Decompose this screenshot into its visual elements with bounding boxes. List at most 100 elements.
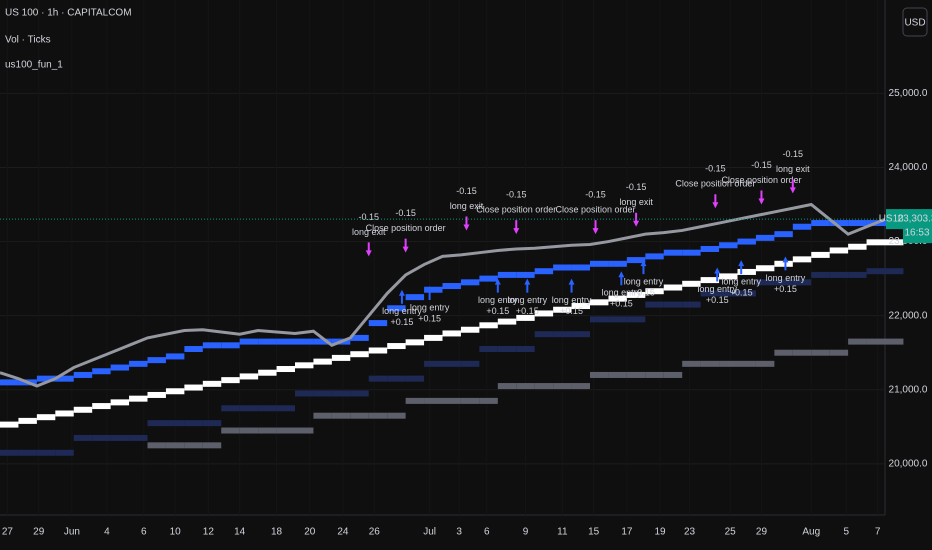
exit-arrow — [592, 220, 599, 235]
step-segment — [811, 271, 830, 278]
step-segment — [73, 434, 93, 441]
step-segment — [885, 268, 904, 275]
entry-label: +0.15 — [391, 317, 414, 327]
step-segment — [737, 290, 756, 297]
step-segment — [829, 247, 849, 254]
step-segment — [405, 339, 425, 346]
x-tick-label: Jun — [64, 527, 80, 538]
entry-arrow — [426, 286, 433, 301]
x-tick-label: 20 — [304, 527, 316, 538]
step-segment — [36, 375, 56, 382]
entry-label: long entry — [552, 295, 592, 305]
step-segment — [885, 338, 904, 345]
step-segment — [184, 420, 203, 427]
step-segment — [737, 268, 756, 275]
step-segment — [331, 354, 351, 361]
entry-arrow — [738, 260, 745, 275]
price-tag-bg — [903, 209, 932, 244]
step-segment — [147, 442, 166, 449]
step-segment — [534, 383, 554, 390]
x-tick-label: 25 — [725, 527, 737, 538]
step-segment — [460, 326, 480, 333]
step-segment — [0, 449, 19, 456]
exit-label: Close position order — [476, 205, 556, 215]
step-segment — [202, 342, 222, 349]
y-tick-label: 25,000.0 — [889, 88, 928, 99]
x-tick-label: 4 — [104, 527, 110, 538]
exit-label: Close position order — [556, 205, 636, 215]
step-segment — [331, 412, 351, 419]
step-segment — [36, 449, 56, 456]
exit-arrow — [789, 179, 796, 194]
y-tick-label: 20,000.0 — [889, 459, 928, 470]
step-segment — [239, 405, 259, 412]
x-tick-label: 6 — [141, 527, 147, 538]
entry-label: long entry — [766, 273, 806, 283]
currency-label[interactable]: USD — [904, 18, 925, 29]
x-tick-label: Aug — [802, 527, 820, 538]
step-segment — [700, 360, 720, 367]
step-segment — [737, 238, 756, 245]
entry-arrow — [782, 256, 789, 271]
step-segment — [405, 375, 425, 382]
step-segment — [516, 314, 535, 321]
step-segment — [534, 268, 554, 275]
exit-label: -0.15 — [456, 186, 477, 196]
step-segment — [92, 434, 111, 441]
entry-label: +0.15 — [560, 306, 583, 316]
step-segment — [848, 220, 867, 227]
step-segment — [626, 316, 646, 323]
entry-label: long entry — [697, 284, 737, 294]
step-segment — [165, 353, 185, 360]
step-segment — [682, 360, 701, 367]
entry-label: +0.15 — [774, 284, 797, 294]
step-segment — [553, 383, 572, 390]
exit-label: -0.15 — [585, 190, 606, 200]
exit-label: Close position order — [366, 223, 446, 233]
step-segment — [387, 343, 406, 350]
step-segment — [811, 349, 830, 356]
step-segment — [129, 360, 148, 367]
step-segment — [147, 357, 166, 364]
entry-label: +0.15 — [418, 313, 441, 323]
step-segment — [516, 271, 535, 278]
step-segment — [571, 331, 590, 338]
step-segment — [350, 351, 369, 358]
currency-button[interactable] — [902, 7, 928, 37]
step-segment — [276, 366, 295, 373]
step-segment — [350, 412, 369, 419]
entry-label: +0.15 — [516, 306, 539, 316]
step-segment — [700, 290, 720, 297]
step-segment — [626, 291, 646, 298]
exit-arrow — [463, 216, 470, 231]
step-segment — [147, 420, 166, 427]
x-tick-label: 12 — [203, 527, 215, 538]
step-segment — [313, 358, 332, 365]
step-segment — [626, 257, 646, 264]
entry-label: +0.15 — [706, 295, 729, 305]
step-segment — [368, 320, 388, 327]
step-segment — [645, 288, 664, 295]
step-segment — [202, 380, 222, 387]
step-segment — [405, 294, 425, 301]
step-segment — [626, 371, 646, 378]
step-segment — [866, 338, 885, 345]
entry-label: long entry — [508, 295, 548, 305]
step-segment — [811, 251, 830, 258]
step-segment — [276, 405, 295, 412]
step-segment — [497, 346, 517, 353]
step-segment — [368, 412, 388, 419]
strategy-title: us100_fun_1 — [5, 60, 63, 71]
step-segment — [737, 360, 756, 367]
step-segment — [165, 442, 185, 449]
price-tag-value: 23,303.3 — [898, 214, 932, 225]
step-segment — [387, 375, 406, 382]
exit-label: Close position order — [721, 175, 801, 185]
step-segment — [295, 338, 314, 345]
step-segment — [755, 360, 775, 367]
step-segment — [442, 397, 461, 404]
step-segment — [848, 243, 867, 250]
step-segment — [184, 346, 203, 353]
step-segment — [313, 412, 332, 419]
step-segment — [479, 397, 498, 404]
